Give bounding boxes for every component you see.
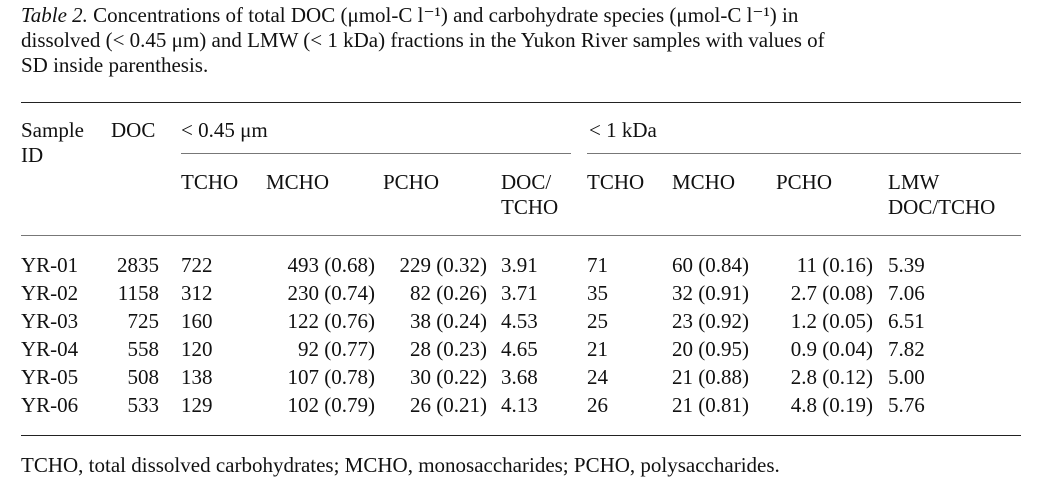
cell-mcho: 122 (0.76) [287,309,376,333]
header-group-lmw: < 1 kDa [589,118,657,142]
cell-tcho-lmw: 26 [587,393,608,417]
cell-lmw-ratio: 5.00 [888,365,925,389]
cell-mcho-lmw: 60 (0.84) [672,253,749,277]
cell-mcho-lmw: 20 (0.95) [672,337,749,361]
table-top-rule [21,102,1021,103]
header-sample-id-line1: Sample [21,118,84,142]
cell-sample-id: YR-05 [21,365,79,389]
cell-tcho-lmw: 25 [587,309,608,333]
cell-tcho: 722 [181,253,213,277]
cell-pcho-lmw: 1.2 (0.05) [790,309,873,333]
cell-tcho-lmw: 24 [587,365,608,389]
table-footnote: TCHO, total dissolved carbohydrates; MCH… [21,453,780,477]
header-tcho: TCHO [181,170,239,194]
cell-lmw-ratio: 5.76 [888,393,925,417]
cell-sample-id: YR-01 [21,253,79,277]
cell-tcho-lmw: 21 [587,337,608,361]
cell-pcho: 28 (0.23) [410,337,487,361]
cell-mcho-lmw: 23 (0.92) [672,309,749,333]
group-rule-dissolved [181,153,571,154]
cell-pcho: 38 (0.24) [410,309,487,333]
cell-tcho: 160 [181,309,213,333]
cell-doc: 558 [127,337,160,361]
cell-lmw-ratio: 7.82 [888,337,925,361]
cell-pcho-lmw: 4.8 (0.19) [790,393,873,417]
table-caption: Table 2. Concentrations of total DOC (μm… [21,3,1021,78]
cell-pcho-lmw: 2.8 (0.12) [790,365,873,389]
cell-sample-id: YR-02 [21,281,79,305]
cell-mcho: 230 (0.74) [287,281,376,305]
cell-pcho-lmw: 0.9 (0.04) [790,337,873,361]
header-mcho: MCHO [266,170,330,194]
header-tcho-lmw: TCHO [587,170,645,194]
cell-sample-id: YR-04 [21,337,79,361]
cell-doc-tcho: 4.53 [501,309,538,333]
cell-doc: 2835 [117,253,159,277]
cell-pcho: 229 (0.32) [399,253,488,277]
cell-doc-tcho: 3.68 [501,365,538,389]
table-caption-line3: SD inside parenthesis. [21,53,209,77]
cell-doc-tcho: 3.71 [501,281,538,305]
cell-mcho: 92 (0.77) [298,337,375,361]
cell-tcho-lmw: 35 [587,281,608,305]
cell-doc-tcho: 3.91 [501,253,538,277]
cell-doc: 1158 [117,281,159,305]
cell-sample-id: YR-06 [21,393,79,417]
cell-lmw-ratio: 7.06 [888,281,925,305]
cell-sample-id: YR-03 [21,309,79,333]
header-doc: DOC [111,118,156,142]
header-doc-tcho-line2: TCHO [501,195,559,219]
cell-tcho: 138 [181,365,213,389]
cell-doc-tcho: 4.13 [501,393,538,417]
cell-doc: 533 [127,393,160,417]
table-caption-line2: dissolved (< 0.45 μm) and LMW (< 1 kDa) … [21,28,825,52]
header-sample-id-line2: ID [21,143,44,167]
cell-pcho: 30 (0.22) [410,365,487,389]
cell-mcho-lmw: 21 (0.81) [672,393,749,417]
header-lmw-ratio-line1: LMW [888,170,940,194]
header-mcho-lmw: MCHO [672,170,736,194]
table-caption-label: Table 2. [21,3,88,27]
cell-tcho: 129 [181,393,213,417]
cell-lmw-ratio: 5.39 [888,253,925,277]
cell-tcho-lmw: 71 [587,253,608,277]
table-caption-line1: Concentrations of total DOC (μmol-C l⁻¹)… [93,3,799,27]
cell-mcho: 102 (0.79) [287,393,376,417]
header-group-dissolved: < 0.45 μm [181,118,268,142]
cell-mcho: 493 (0.68) [287,253,376,277]
cell-mcho-lmw: 32 (0.91) [672,281,749,305]
header-pcho: PCHO [383,170,440,194]
cell-mcho-lmw: 21 (0.88) [672,365,749,389]
cell-pcho: 82 (0.26) [410,281,487,305]
cell-doc-tcho: 4.65 [501,337,538,361]
cell-tcho: 120 [181,337,213,361]
cell-pcho-lmw: 2.7 (0.08) [790,281,873,305]
cell-pcho-lmw: 11 (0.16) [796,253,873,277]
cell-mcho: 107 (0.78) [287,365,376,389]
document-page: Table 2. Concentrations of total DOC (μm… [21,3,1021,477]
cell-doc: 508 [127,365,160,389]
header-doc-tcho-line1: DOC/ [501,170,552,194]
header-pcho-lmw: PCHO [776,170,833,194]
cell-pcho: 26 (0.21) [410,393,487,417]
group-rule-lmw [587,153,1021,154]
table-bottom-rule [21,435,1021,436]
header-lmw-ratio-line2: DOC/TCHO [888,195,996,219]
cell-doc: 725 [127,309,160,333]
cell-tcho: 312 [181,281,213,305]
cell-lmw-ratio: 6.51 [888,309,925,333]
header-bottom-rule [21,235,1021,236]
